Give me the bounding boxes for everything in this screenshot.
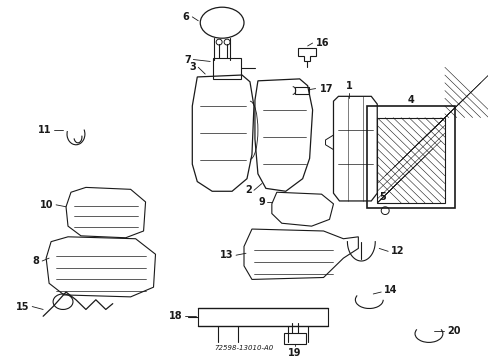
Text: 3: 3 [189,62,196,72]
Text: 7: 7 [184,54,191,64]
Text: 17: 17 [319,84,332,94]
Text: 9: 9 [258,197,264,207]
Bar [366,106,454,208]
Text: 72598-13010-A0: 72598-13010-A0 [214,345,273,351]
Text: 20: 20 [446,326,459,336]
Text: 2: 2 [244,185,251,195]
Text: 8: 8 [32,256,39,266]
Text: 15: 15 [16,302,29,311]
Text: 13: 13 [219,250,233,260]
Text: 10: 10 [40,200,53,210]
Text: 12: 12 [390,246,404,256]
Text: 14: 14 [384,285,397,295]
Text: 16: 16 [315,38,328,48]
Text: 5: 5 [379,192,385,202]
Text: 6: 6 [182,12,189,22]
Text: 11: 11 [38,125,51,135]
Text: 18: 18 [168,311,182,321]
Text: 1: 1 [346,81,352,90]
Text: 4: 4 [407,95,413,105]
Text: 19: 19 [287,348,301,358]
